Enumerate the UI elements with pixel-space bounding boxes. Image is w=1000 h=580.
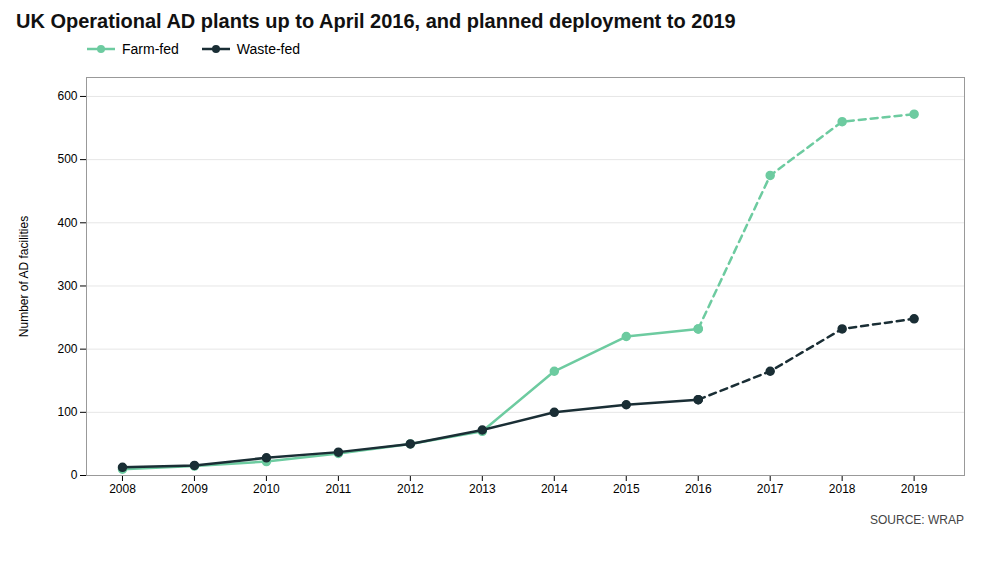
- svg-text:500: 500: [57, 152, 77, 166]
- html-text:SOURCE: WRAP: SOURCE: WRAP: [870, 513, 964, 527]
- svg-text:2017: 2017: [757, 482, 784, 496]
- svg-text:2019: 2019: [901, 482, 928, 496]
- svg-text:300: 300: [57, 279, 77, 293]
- svg-text:2013: 2013: [469, 482, 496, 496]
- svg-text:2009: 2009: [181, 482, 208, 496]
- svg-text:2015: 2015: [613, 482, 640, 496]
- html-text:UK Operational AD plants up to: UK Operational AD plants up to April 201…: [16, 10, 736, 32]
- svg-text:2011: 2011: [325, 482, 351, 496]
- svg-text:2010: 2010: [253, 482, 280, 496]
- html-text:Farm-fed: Farm-fed: [122, 41, 179, 57]
- svg-text:200: 200: [57, 342, 77, 356]
- svg-text:2014: 2014: [541, 482, 568, 496]
- svg-text:600: 600: [57, 89, 77, 103]
- svg-text:2018: 2018: [829, 482, 856, 496]
- svg-text:100: 100: [57, 405, 77, 419]
- svg-text:400: 400: [57, 216, 77, 230]
- html-text:Waste-fed: Waste-fed: [236, 41, 301, 57]
- svg-text:2016: 2016: [685, 482, 712, 496]
- svg-text:2008: 2008: [109, 482, 136, 496]
- svg-text:Number of AD facilities: Number of AD facilities: [17, 216, 31, 337]
- svg-text:2012: 2012: [397, 482, 424, 496]
- svg-text:0: 0: [71, 468, 78, 482]
